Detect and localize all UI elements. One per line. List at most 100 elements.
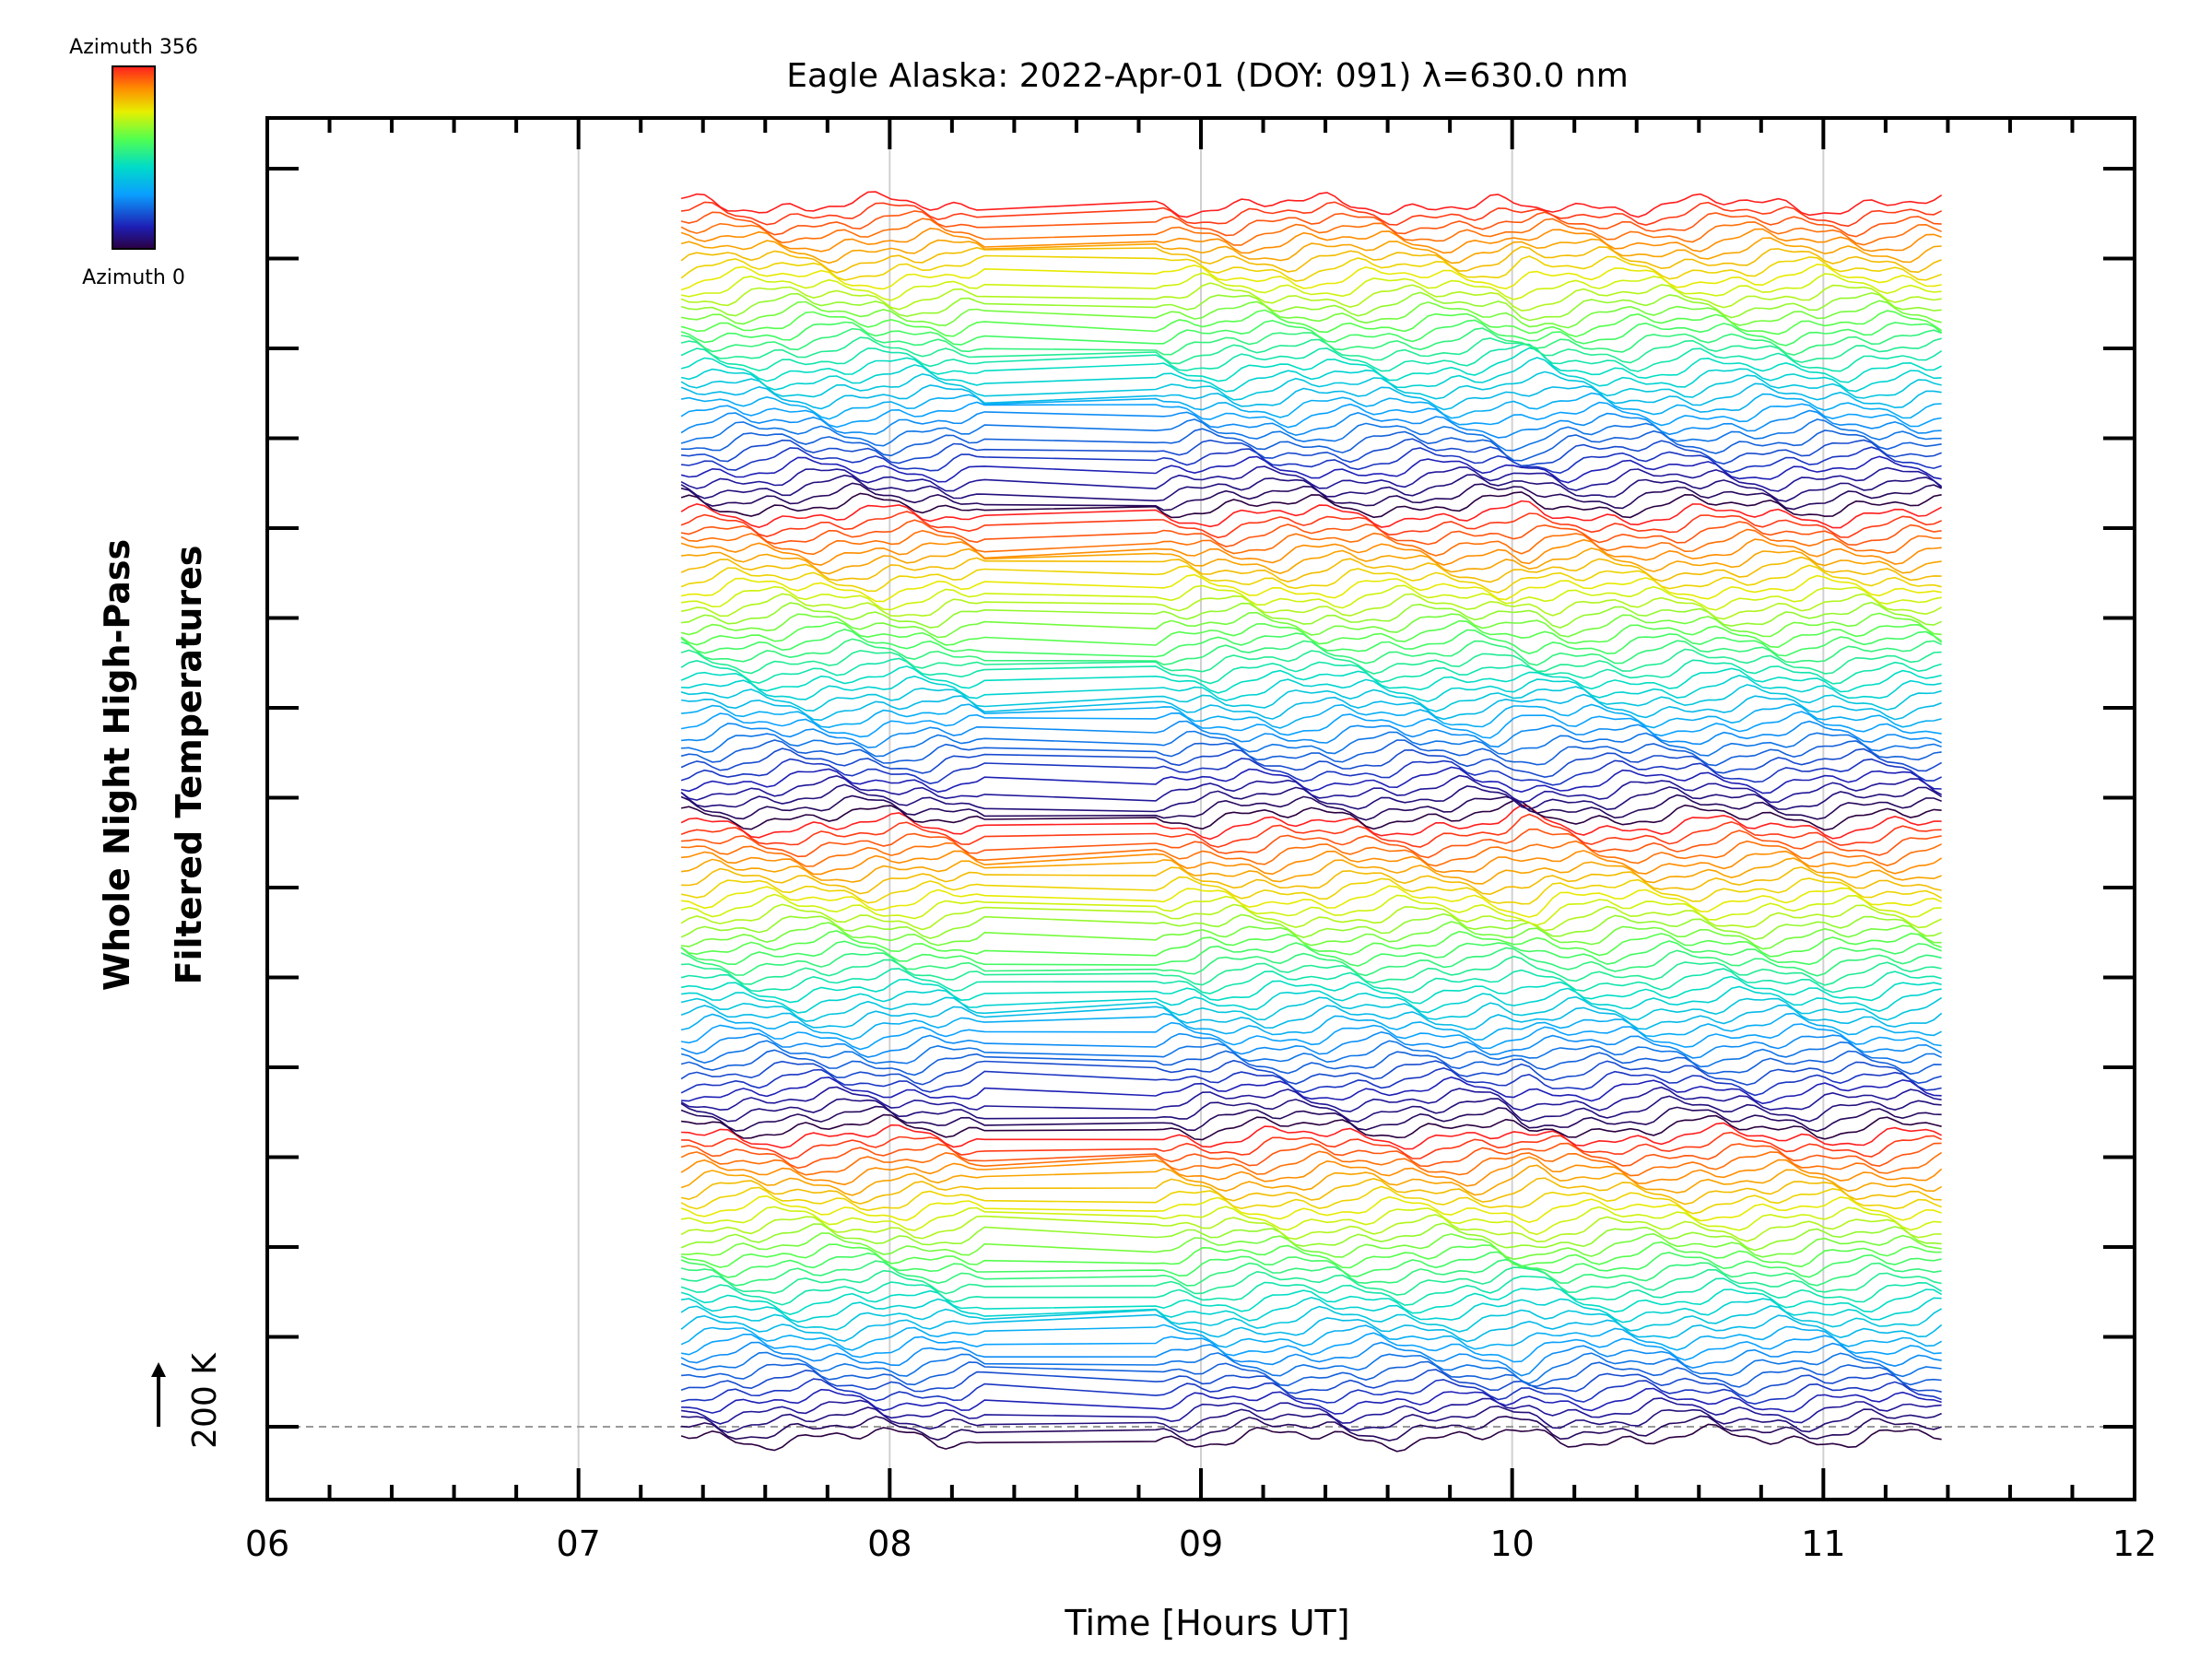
series-line-47 xyxy=(680,995,1943,1022)
series-line-33 xyxy=(681,1122,1942,1150)
series-line-2 xyxy=(681,1405,1942,1434)
series-line-118 xyxy=(680,343,1943,372)
series-line-97 xyxy=(680,538,1942,566)
series-line-81 xyxy=(680,684,1942,712)
series-line-16 xyxy=(680,1275,1943,1306)
series-line-90 xyxy=(681,601,1942,629)
y-axis-label: Whole Night High-Pass Filtered Temperatu… xyxy=(97,539,209,991)
series-line-15 xyxy=(680,1287,1943,1316)
x-tick-label-06: 06 xyxy=(245,1524,289,1564)
series-line-86 xyxy=(680,638,1942,666)
series-line-63 xyxy=(681,850,1943,876)
series-line-25 xyxy=(680,1194,1942,1224)
series-line-77 xyxy=(681,720,1942,748)
series-line-79 xyxy=(681,703,1942,729)
series-line-130 xyxy=(680,237,1942,265)
series-line-116 xyxy=(680,357,1942,393)
series-line-45 xyxy=(680,1012,1942,1041)
series-line-110 xyxy=(680,418,1942,452)
series-line-107 xyxy=(681,446,1942,475)
series-line-26 xyxy=(680,1185,1942,1215)
grid-lines xyxy=(267,118,2135,1500)
series-line-78 xyxy=(680,711,1942,739)
series-line-57 xyxy=(680,903,1942,932)
series-line-65 xyxy=(681,828,1942,859)
series-line-54 xyxy=(680,930,1942,958)
series-line-68 xyxy=(680,799,1942,831)
x-tick-labels: 06 07 08 09 10 11 12 xyxy=(245,1524,2157,1564)
series-line-85 xyxy=(680,648,1942,675)
series-line-29 xyxy=(680,1156,1943,1187)
colorbar: Azimuth 356 Azimuth 0 xyxy=(69,36,198,289)
series-line-49 xyxy=(680,975,1942,1005)
series-line-88 xyxy=(680,619,1943,649)
series-line-40 xyxy=(680,1059,1942,1086)
series-line-119 xyxy=(680,336,1942,365)
series-line-38 xyxy=(681,1076,1942,1105)
series-line-124 xyxy=(680,291,1942,322)
chart-title: Eagle Alaska: 2022-Apr-01 (DOY: 091) λ=6… xyxy=(786,57,1629,95)
series-line-48 xyxy=(680,985,1942,1014)
series-line-3 xyxy=(680,1397,1942,1425)
series-line-17 xyxy=(680,1266,1942,1296)
x-axis-label: Time [Hours UT] xyxy=(1064,1603,1349,1643)
series-line-66 xyxy=(680,813,1942,848)
series-line-1 xyxy=(681,1415,1942,1441)
series-line-24 xyxy=(680,1206,1942,1236)
series-line-9 xyxy=(680,1341,1942,1377)
series-line-133 xyxy=(680,210,1942,238)
axes xyxy=(265,116,2136,1501)
series-line-114 xyxy=(680,382,1942,411)
series-line-96 xyxy=(681,547,1942,575)
y-axis-label-line-1: Whole Night High-Pass xyxy=(97,539,137,991)
series-line-52 xyxy=(680,947,1942,977)
series-line-41 xyxy=(680,1049,1942,1077)
series-line-11 xyxy=(680,1324,1942,1351)
series-line-35 xyxy=(680,1105,1942,1133)
series-line-23 xyxy=(680,1214,1942,1243)
series-line-18 xyxy=(680,1258,1942,1287)
series-line-67 xyxy=(680,804,1942,841)
series-line-115 xyxy=(680,371,1942,401)
series-line-10 xyxy=(680,1332,1942,1363)
series-line-95 xyxy=(680,556,1942,583)
series-line-58 xyxy=(680,893,1942,926)
series-line-126 xyxy=(680,272,1942,301)
series-line-61 xyxy=(681,866,1942,896)
series-line-69 xyxy=(680,794,1942,821)
series-line-112 xyxy=(680,401,1942,429)
scale-bar: 200 K xyxy=(151,1352,224,1449)
series-line-32 xyxy=(681,1131,1942,1160)
series-line-74 xyxy=(680,747,1942,779)
y-axis-label-line-2: Filtered Temperatures xyxy=(169,546,209,985)
series-line-6 xyxy=(680,1369,1942,1398)
series-line-105 xyxy=(680,465,1943,492)
series-line-31 xyxy=(680,1142,1942,1170)
series-line-64 xyxy=(681,840,1942,867)
series-line-13 xyxy=(680,1305,1943,1333)
series-line-5 xyxy=(680,1378,1942,1406)
series-line-91 xyxy=(680,593,1942,620)
x-tick-label-07: 07 xyxy=(556,1524,600,1564)
series-line-117 xyxy=(680,347,1942,383)
series-line-73 xyxy=(680,758,1942,786)
series-line-20 xyxy=(680,1241,1942,1269)
series-line-131 xyxy=(680,227,1942,254)
series-line-42 xyxy=(680,1040,1942,1068)
series-line-120 xyxy=(680,327,1942,357)
series-line-53 xyxy=(680,940,1942,967)
series-line-94 xyxy=(680,564,1942,594)
series-line-123 xyxy=(680,300,1942,329)
series-line-60 xyxy=(680,876,1942,905)
series-line-101 xyxy=(680,500,1942,529)
series-line-122 xyxy=(680,309,1943,338)
series-line-100 xyxy=(680,511,1942,539)
series-line-7 xyxy=(681,1360,1942,1388)
series-line-21 xyxy=(681,1232,1942,1261)
series-line-93 xyxy=(680,573,1942,603)
series-line-72 xyxy=(680,766,1942,794)
series-line-34 xyxy=(681,1113,1942,1141)
colorbar-max-label: Azimuth 356 xyxy=(69,36,198,59)
series-line-82 xyxy=(681,675,1942,702)
